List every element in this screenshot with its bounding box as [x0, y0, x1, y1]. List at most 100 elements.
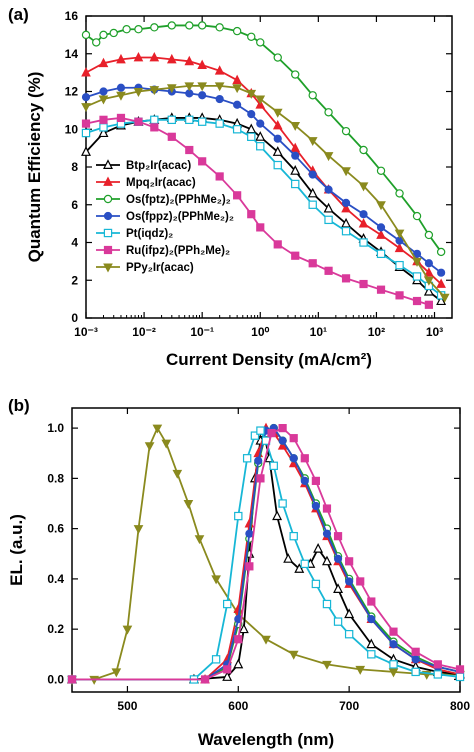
a-point-os-fptz-pphme [232, 26, 242, 36]
b-point-series-7 [433, 660, 442, 669]
a-point-ppy-ir-acac [290, 121, 301, 131]
a-legend-item-pt-iqdz: Pt(iqdz)₂ [96, 228, 173, 240]
b-point-series-6 [311, 579, 321, 589]
b-point-series-5 [278, 436, 287, 445]
a-point-pt-iqdz [395, 260, 404, 270]
a-point-mpq-ir-acac [394, 242, 405, 253]
a-xtick-label: 10⁻¹ [190, 325, 214, 339]
b-point-series-7 [300, 454, 309, 463]
b-xtick-label: 800 [450, 699, 470, 713]
a-point-os-fptz-pphme [197, 21, 207, 30]
a-point-ru-ifpz-pph-me [359, 279, 368, 289]
b-series-series-7 [67, 424, 465, 684]
b-point-series-6 [411, 667, 420, 677]
b-point-series-6 [269, 461, 278, 471]
b-point-series-7 [455, 665, 465, 674]
b-xtick-label: 700 [339, 699, 359, 713]
a-point-mpq-ir-acac [98, 57, 109, 68]
a-point-btp-ir-acac [307, 187, 318, 198]
a-point-ru-ifpz-pph-me [256, 223, 265, 232]
b-point-series-6 [322, 599, 332, 609]
b-point-series-1 [261, 635, 271, 645]
a-point-ru-ifpz-pph-me [324, 266, 333, 275]
b-point-series-5 [389, 640, 398, 649]
b-point-series-7 [223, 665, 232, 674]
panel-b-label: (b) [8, 396, 30, 415]
a-point-pt-iqdz [376, 249, 386, 259]
b-series-series-1 [67, 424, 465, 685]
a-point-os-fptz-pphme [291, 70, 300, 79]
a-point-ppy-ir-acac [424, 276, 434, 286]
b-point-series-6 [389, 660, 398, 669]
panel-a-xlabel: Current Density (mA/cm²) [166, 350, 372, 369]
b-point-series-1 [161, 439, 172, 449]
panel-b-series [67, 422, 465, 685]
a-point-os-fptz-pphme [185, 21, 194, 30]
a-point-ppy-ir-acac [255, 95, 266, 105]
a-point-ppy-ir-acac [323, 152, 334, 162]
a-point-os-fptz-pphme [376, 166, 386, 175]
a-point-mpq-ir-acac [197, 59, 207, 69]
b-point-series-6 [433, 670, 443, 679]
a-legend-label-os-fptz-pphme: Os(fptz)₂(PPhMe₂)₂ [126, 194, 231, 206]
a-point-ppy-ir-acac [439, 293, 450, 303]
a-point-mpq-ir-acac [341, 203, 351, 213]
b-point-series-1 [388, 668, 399, 678]
a-point-ru-ifpz-pph-me [150, 123, 159, 132]
a-point-btp-ir-acac [436, 295, 447, 306]
b-point-series-5 [333, 554, 343, 563]
a-point-ru-ifpz-pph-me [215, 172, 224, 181]
b-point-series-6 [344, 629, 354, 639]
b-ytick-label: 0.2 [47, 622, 64, 636]
a-point-ru-ifpz-pph-me [116, 113, 126, 123]
a-legend-marker-pt-iqdz [103, 228, 113, 238]
a-point-pt-iqdz [308, 200, 317, 209]
a-point-pt-iqdz [232, 125, 242, 134]
panel-a-label: (a) [8, 5, 29, 24]
a-point-os-fppz-pphme [99, 87, 108, 96]
a-point-os-fppz-pphme [324, 185, 333, 194]
a-point-ru-ifpz-pph-me [273, 240, 282, 249]
b-point-series-1 [288, 650, 299, 660]
a-point-mpq-ir-acac [436, 278, 446, 288]
panel-b-ticks: 500 600 700 800 0.0 0.2 0.4 0.6 0.8 1.0 [47, 408, 470, 713]
a-point-btp-ir-acac [272, 146, 283, 156]
a-legend-label-btp-ir-acac: Btp₂Ir(acac) [126, 160, 191, 172]
b-xtick-label: 500 [117, 699, 137, 713]
a-ytick-label: 16 [65, 9, 79, 23]
a-legend-label-mpq-ir-acac: Mpq₂Ir(acac) [126, 177, 196, 189]
a-point-pt-iqdz [291, 179, 300, 189]
a-point-ru-ifpz-pph-me [99, 115, 108, 124]
b-point-series-1 [111, 668, 122, 678]
a-legend-label-pt-iqdz: Pt(iqdz)₂ [126, 228, 173, 240]
b-ytick-label: 0.4 [47, 572, 64, 586]
a-legend-label-ppy-ir-acac: PPy₂Ir(acac) [126, 262, 194, 274]
a-point-ppy-ir-acac [246, 89, 257, 99]
a-point-pt-iqdz [256, 142, 265, 151]
b-point-series-6 [234, 511, 243, 521]
b-point-series-7 [67, 675, 77, 684]
a-line-ru-ifpz-pph-me [85, 117, 430, 306]
a-ytick-label: 4 [71, 236, 78, 250]
a-point-os-fptz-pphme [412, 211, 422, 221]
a-point-os-fptz-pphme [273, 53, 282, 62]
b-point-series-2 [366, 638, 377, 649]
b-point-series-6 [333, 617, 343, 626]
b-point-series-5 [300, 476, 309, 485]
a-point-ru-ifpz-pph-me [376, 285, 386, 294]
b-point-series-2 [333, 583, 344, 593]
a-point-os-fppz-pphme [247, 110, 256, 119]
b-point-series-5 [322, 529, 332, 538]
a-series-ru-ifpz-pph-me [81, 113, 433, 309]
a-point-ru-ifpz-pph-me [185, 145, 194, 155]
a-point-btp-ir-acac [98, 127, 109, 138]
a-point-btp-ir-acac [81, 146, 91, 156]
b-point-series-7 [322, 504, 332, 513]
b-point-series-6 [256, 426, 265, 435]
b-point-series-7 [389, 627, 398, 636]
a-point-pt-iqdz [359, 238, 368, 247]
a-ytick-label: 10 [65, 122, 79, 136]
a-point-pt-iqdz [215, 119, 224, 128]
b-ytick-label: 1.0 [47, 421, 64, 435]
